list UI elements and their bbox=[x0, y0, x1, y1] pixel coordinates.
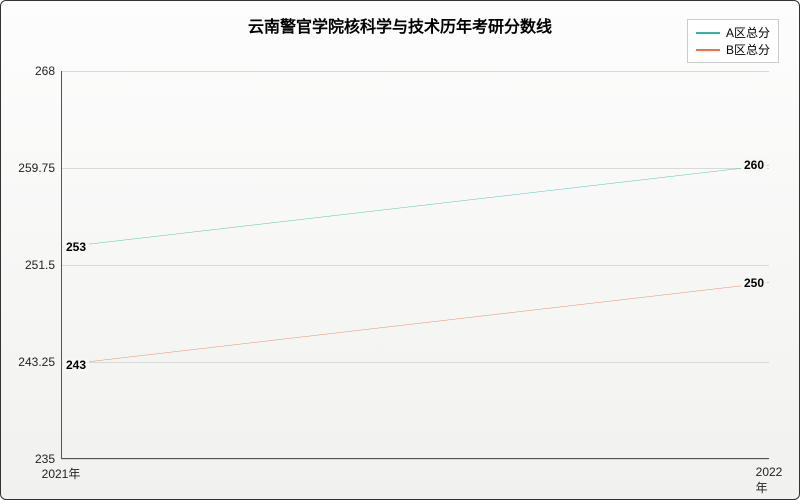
y-tick-label: 251.5 bbox=[25, 258, 61, 272]
legend-swatch-b bbox=[696, 49, 720, 51]
legend-item-a: A区总分 bbox=[696, 24, 770, 41]
legend-item-b: B区总分 bbox=[696, 41, 770, 58]
grid-line bbox=[61, 459, 769, 460]
series-line bbox=[61, 165, 769, 247]
x-tick-label: 2021年 bbox=[42, 459, 81, 482]
line-layer bbox=[61, 71, 769, 459]
legend-label-b: B区总分 bbox=[726, 41, 770, 58]
series-line bbox=[61, 283, 769, 365]
plot-area: 235243.25251.5259.752682021年2022年2532602… bbox=[61, 71, 769, 459]
data-label: 250 bbox=[741, 276, 767, 290]
chart-title: 云南警官学院核科学与技术历年考研分数线 bbox=[248, 13, 552, 37]
data-label: 253 bbox=[63, 240, 89, 254]
data-label: 260 bbox=[741, 158, 767, 172]
chart-container: 云南警官学院核科学与技术历年考研分数线 A区总分 B区总分 235243.252… bbox=[0, 0, 800, 500]
data-label: 243 bbox=[63, 358, 89, 372]
x-tick-label: 2022年 bbox=[756, 459, 783, 496]
legend-label-a: A区总分 bbox=[726, 24, 770, 41]
y-tick-label: 259.75 bbox=[18, 161, 61, 175]
y-tick-label: 243.25 bbox=[18, 355, 61, 369]
y-tick-label: 268 bbox=[35, 64, 61, 78]
legend-swatch-a bbox=[696, 32, 720, 34]
legend: A区总分 B区总分 bbox=[687, 19, 779, 63]
